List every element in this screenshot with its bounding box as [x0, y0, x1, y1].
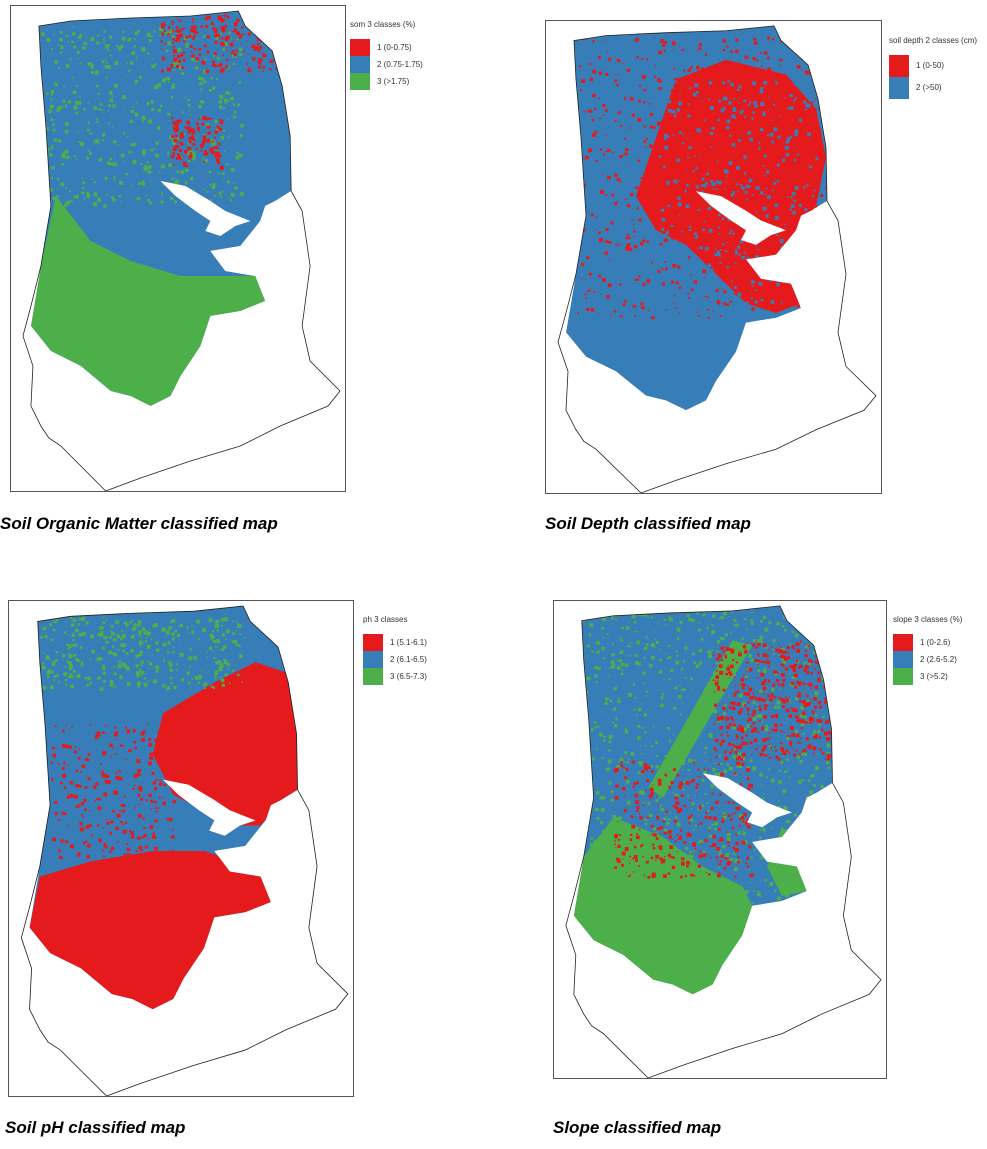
legend-swatch	[889, 55, 909, 77]
som-map-frame	[10, 5, 346, 492]
slope-map-caption: Slope classified map	[553, 1118, 722, 1137]
class2-patches	[657, 79, 819, 306]
legend-swatch	[363, 634, 383, 651]
legend-swatch	[893, 651, 913, 668]
legend-title: slope 3 classes (%)	[893, 615, 963, 624]
country-boundary	[20, 605, 349, 1096]
legend-swatch	[350, 73, 370, 90]
legend-items: 1 (0-0.75) 2 (0.75-1.75) 3 (>1.75)	[350, 39, 423, 90]
class1-region	[152, 662, 298, 826]
ph-map-frame	[8, 600, 354, 1097]
legend-label: 3 (6.5-7.3)	[390, 671, 427, 681]
legend-label: 3 (>1.75)	[377, 76, 410, 86]
legend-swatch	[893, 634, 913, 651]
legend-items: 1 (0-50) 2 (>50)	[889, 55, 977, 99]
legend-label: 1 (0-0.75)	[377, 42, 412, 52]
legend-label: 2 (>50)	[916, 83, 942, 92]
lake-volta	[696, 191, 786, 245]
legend-label: 2 (6.1-6.5)	[390, 654, 427, 664]
class1-patches	[50, 723, 177, 860]
legend-title: ph 3 classes	[363, 615, 408, 624]
legend-label: 1 (0-50)	[916, 61, 945, 70]
legend-title: soil depth 2 classes (cm)	[889, 36, 978, 45]
legend-swatch	[363, 668, 383, 685]
map-canvas	[557, 25, 877, 493]
lake-volta	[702, 773, 792, 828]
map-canvas	[22, 10, 341, 491]
slope-map-frame	[553, 600, 887, 1079]
ph-map-caption: Soil pH classified map	[5, 1118, 186, 1137]
soil-depth-legend: soil depth 2 classes (cm) 1 (0-50) 2 (>50…	[889, 36, 977, 99]
class3-patches	[39, 616, 246, 691]
legend-swatch	[889, 77, 909, 99]
legend-swatch	[363, 651, 383, 668]
map-canvas	[20, 605, 349, 1096]
country-boundary	[565, 605, 882, 1078]
class1-patches	[613, 759, 754, 879]
legend-items: 1 (5.1-6.1) 2 (6.1-6.5) 3 (6.5-7.3)	[363, 634, 427, 685]
class1-patches	[170, 116, 224, 170]
class3-region	[30, 196, 266, 406]
legend-label: 1 (5.1-6.1)	[390, 637, 427, 647]
legend-label: 2 (2.6-5.2)	[920, 654, 957, 664]
legend-label: 1 (0-2.6)	[920, 637, 951, 647]
soil-depth-map-caption: Soil Depth classified map	[545, 514, 751, 533]
lake-volta	[160, 181, 251, 236]
legend-swatch	[350, 56, 370, 73]
legend-items: 1 (0-2.6) 2 (2.6-5.2) 3 (>5.2)	[893, 634, 962, 685]
som-legend: som 3 classes (%) 1 (0-0.75) 2 (0.75-1.75…	[350, 20, 423, 90]
class1-region	[29, 851, 271, 1010]
country-boundary	[557, 25, 877, 493]
legend-swatch	[893, 668, 913, 685]
legend-swatch	[350, 39, 370, 56]
class3-patches	[41, 26, 244, 210]
country-boundary	[22, 10, 341, 491]
map-canvas	[565, 605, 882, 1078]
slope-legend: slope 3 classes (%) 1 (0-2.6) 2 (2.6-5.2)…	[893, 615, 962, 685]
legend-label: 2 (0.75-1.75)	[377, 59, 423, 69]
legend-title: som 3 classes (%)	[350, 20, 416, 29]
som-map-caption: Soil Organic Matter classified map	[0, 514, 278, 533]
lake-volta	[163, 779, 256, 836]
ph-legend: ph 3 classes 1 (5.1-6.1) 2 (6.1-6.5) 3 (6.…	[363, 615, 427, 685]
soil-depth-map-frame	[545, 20, 882, 494]
legend-label: 3 (>5.2)	[920, 671, 948, 681]
